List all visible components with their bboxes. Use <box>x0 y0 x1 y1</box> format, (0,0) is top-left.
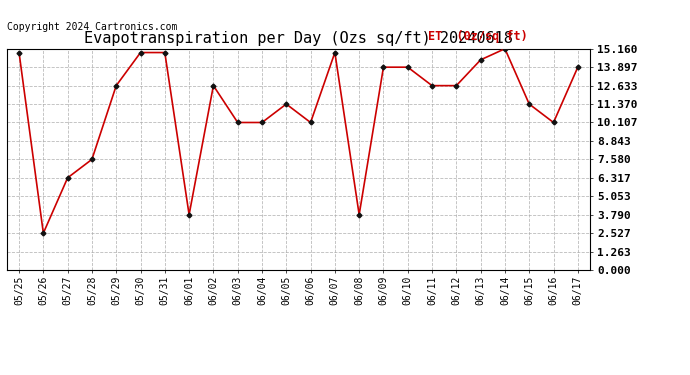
Text: ET  (0z/sq ft): ET (0z/sq ft) <box>428 30 528 43</box>
Text: Copyright 2024 Cartronics.com: Copyright 2024 Cartronics.com <box>7 22 177 33</box>
Title: Evapotranspiration per Day (Ozs sq/ft) 20240618: Evapotranspiration per Day (Ozs sq/ft) 2… <box>84 31 513 46</box>
